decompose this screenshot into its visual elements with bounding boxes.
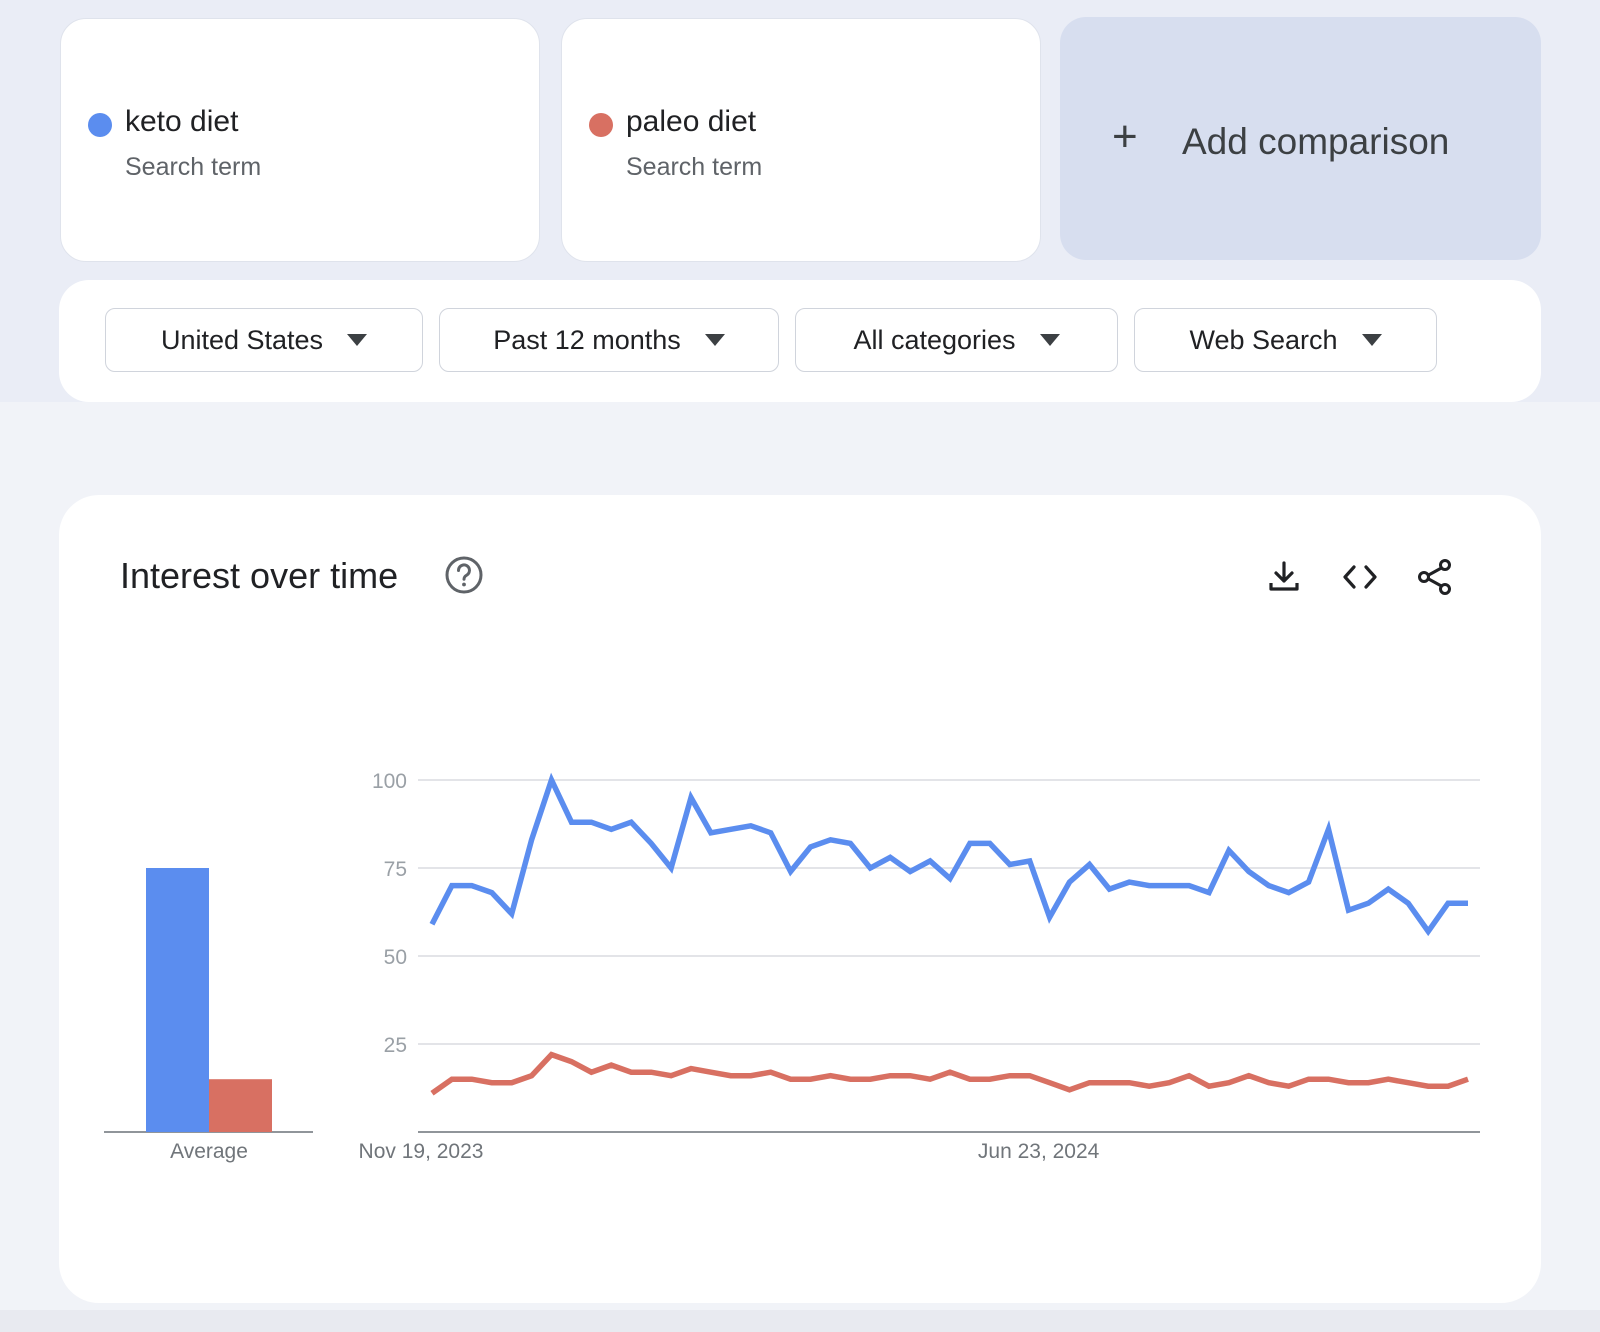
x-tick-label: Nov 19, 2023 xyxy=(359,1140,484,1163)
region-label: United States xyxy=(160,324,324,355)
y-tick-label: 25 xyxy=(384,1034,407,1057)
interest-chart: 25 50 75 100 Nov 19, 2023 Jun 23, 2024 Average xyxy=(104,770,1480,1163)
x-tick-label: Jun 23, 2024 xyxy=(978,1140,1100,1163)
category-label: All categories xyxy=(853,324,1016,355)
caret-down-icon xyxy=(1361,334,1382,346)
term-card-keto[interactable]: keto diet Search term xyxy=(60,18,540,262)
y-tick-label: 75 xyxy=(384,858,407,881)
add-comparison-label: Add comparison xyxy=(1182,121,1450,162)
share-icon[interactable] xyxy=(1415,557,1455,597)
time-range-dropdown[interactable]: Past 12 months xyxy=(439,308,779,372)
search-type-label: Web Search xyxy=(1189,324,1338,355)
help-icon[interactable] xyxy=(444,555,484,595)
footer-strip xyxy=(0,1310,1600,1332)
term-type: Search term xyxy=(125,153,262,181)
term-type: Search term xyxy=(626,153,763,181)
caret-down-icon xyxy=(704,334,725,346)
average-bar-keto-diet xyxy=(146,868,209,1132)
region-dropdown[interactable]: United States xyxy=(105,308,423,372)
caret-down-icon xyxy=(1039,334,1060,346)
term-card-paleo[interactable]: paleo diet Search term xyxy=(561,18,1041,262)
keto-color-dot xyxy=(88,113,112,137)
panel-title: Interest over time xyxy=(120,555,399,596)
search-type-dropdown[interactable]: Web Search xyxy=(1134,308,1437,372)
plus-icon: + xyxy=(1112,112,1138,161)
term-name: paleo diet xyxy=(626,105,757,138)
term-name: keto diet xyxy=(125,105,239,138)
caret-down-icon xyxy=(347,334,368,346)
interest-over-time-card: Interest over time 25 50 75 100 Nov 19, 2023… xyxy=(59,495,1541,1303)
filter-bar: United States Past 12 months All categor… xyxy=(59,280,1541,402)
category-dropdown[interactable]: All categories xyxy=(795,308,1118,372)
average-bar-paleo-diet xyxy=(209,1079,272,1132)
add-comparison-button[interactable]: + Add comparison xyxy=(1060,17,1541,260)
time-range-label: Past 12 months xyxy=(493,324,681,355)
download-icon[interactable] xyxy=(1264,557,1304,597)
embed-code-icon[interactable] xyxy=(1340,557,1380,597)
y-tick-label: 50 xyxy=(384,946,407,969)
series-line-paleo-diet xyxy=(430,1051,1469,1096)
y-tick-label: 100 xyxy=(372,770,407,793)
paleo-color-dot xyxy=(589,113,613,137)
average-label: Average xyxy=(170,1140,248,1163)
series-line-keto-diet xyxy=(429,772,1468,937)
